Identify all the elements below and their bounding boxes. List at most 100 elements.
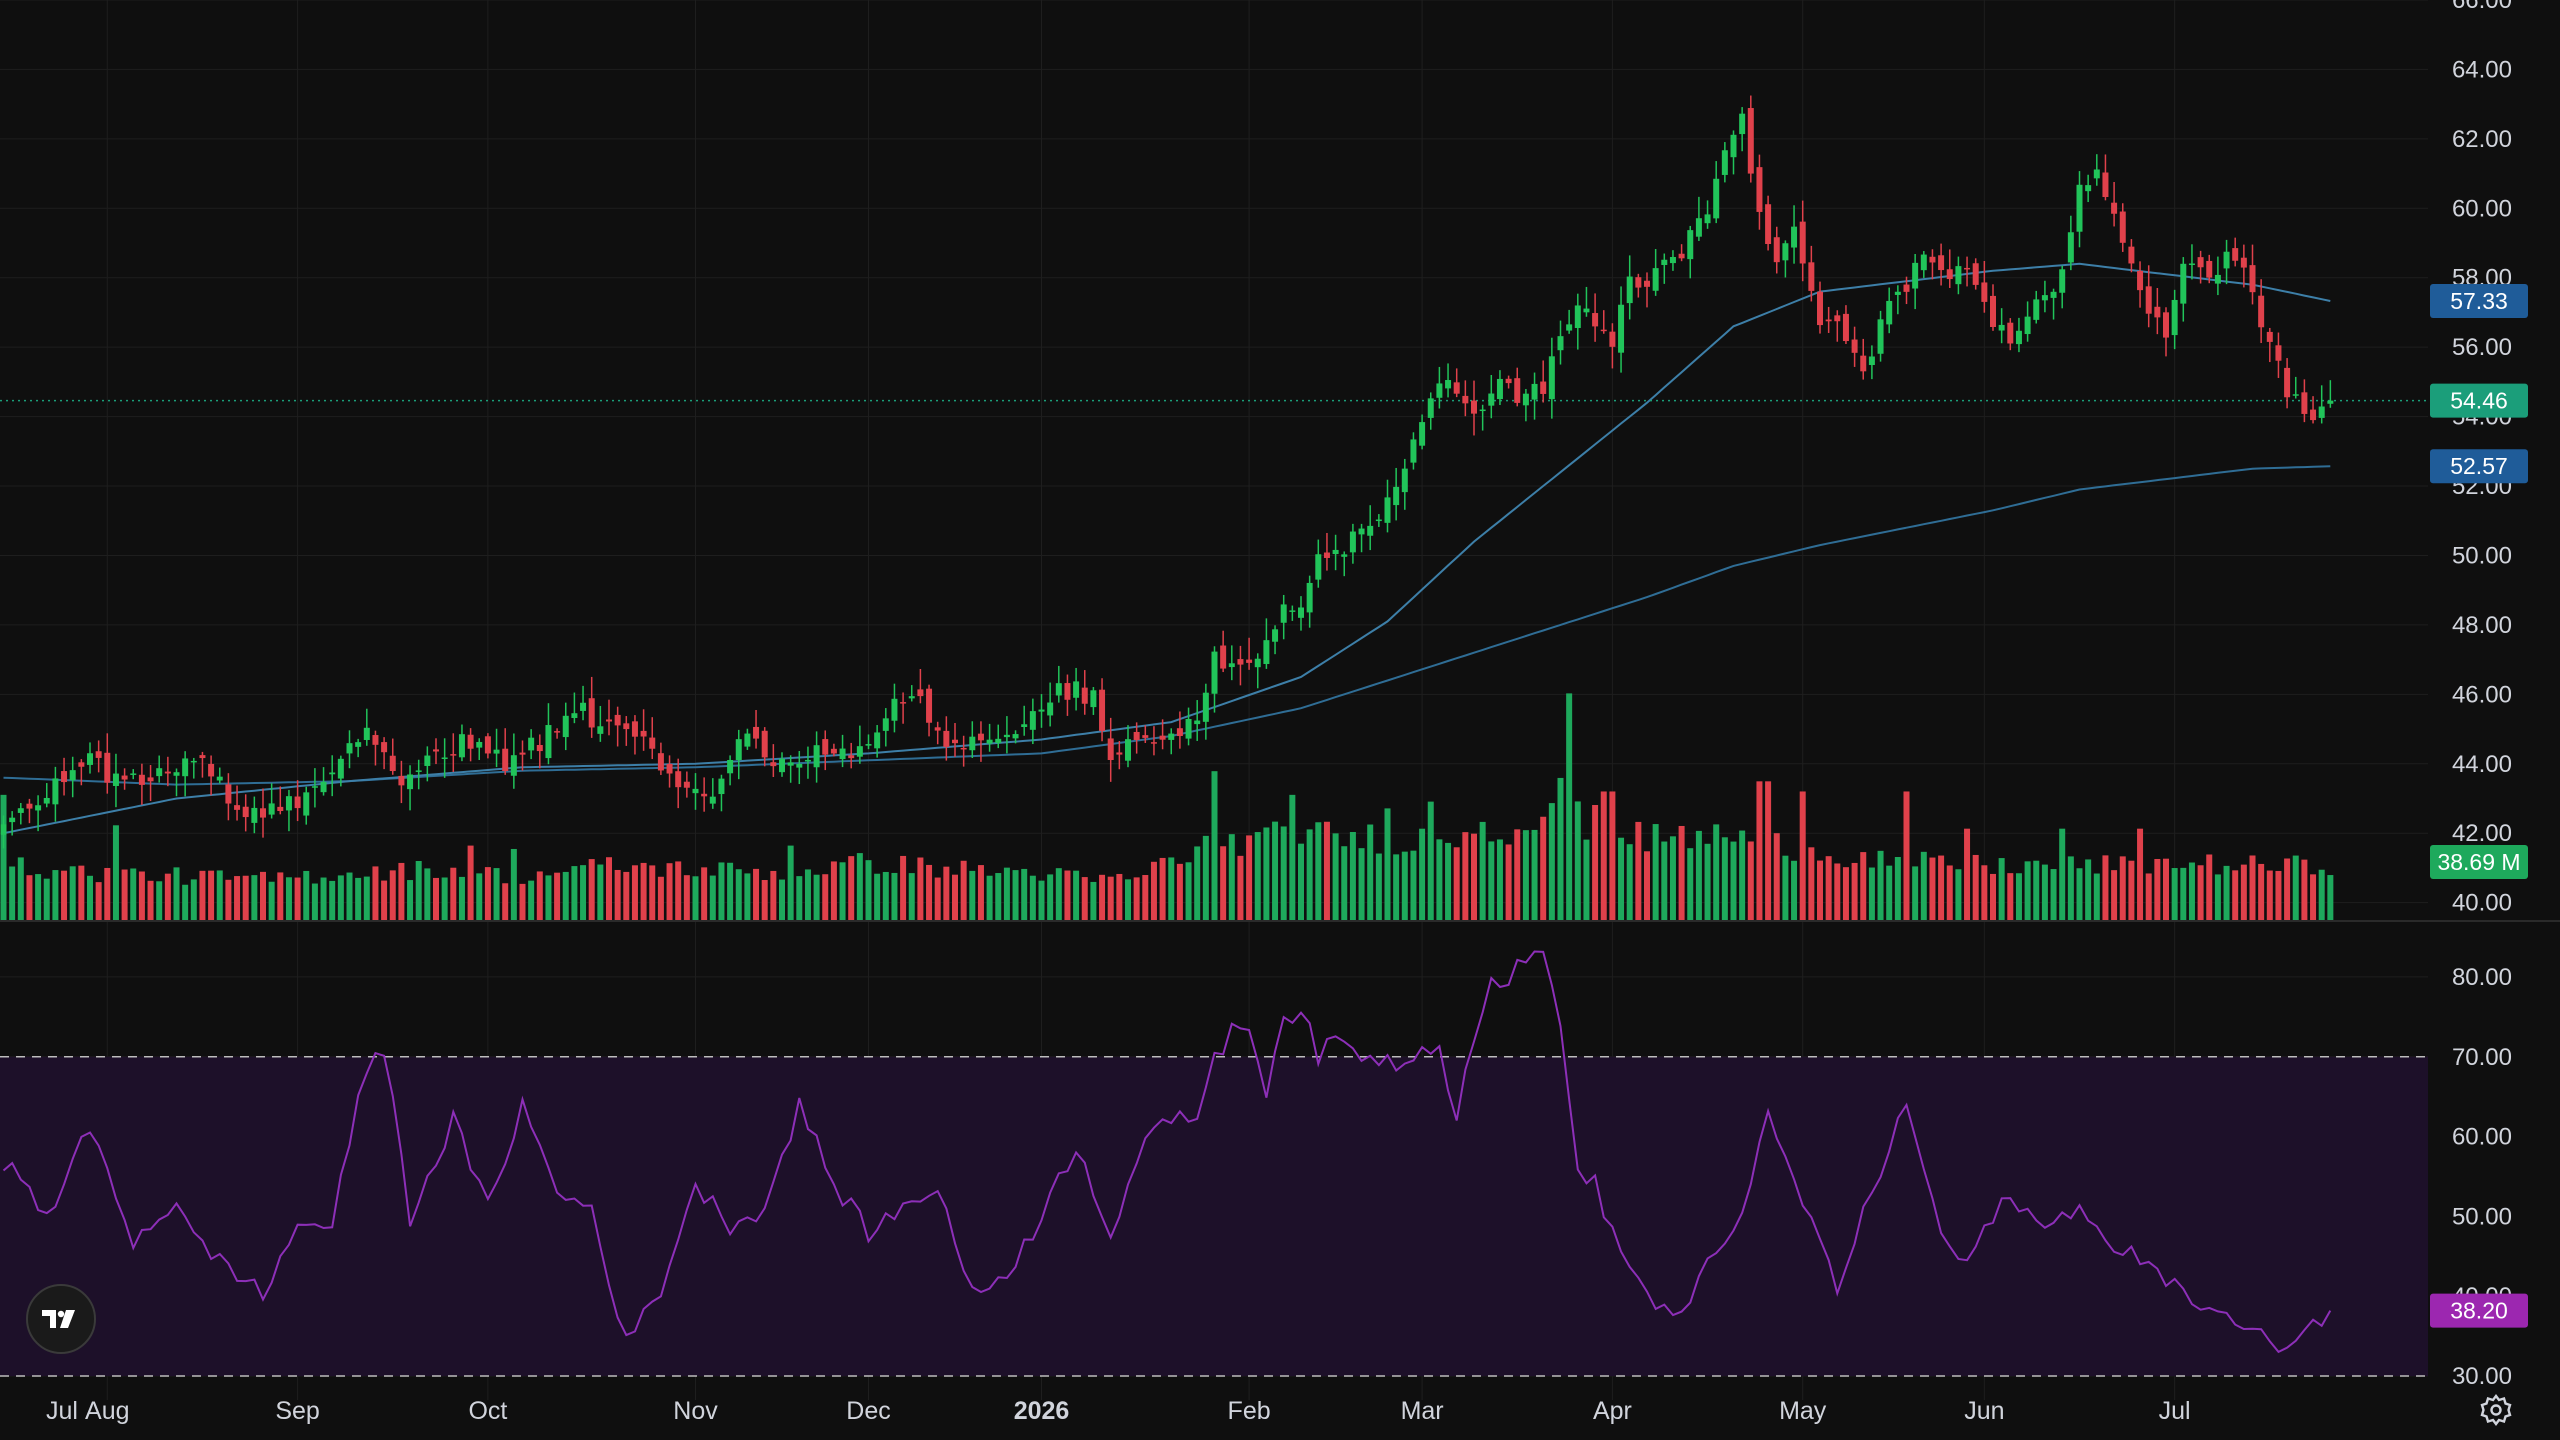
candle-body <box>1099 689 1106 731</box>
candle-body <box>1522 393 1529 406</box>
candle-body <box>2266 331 2273 342</box>
volume-bar <box>1868 867 1875 920</box>
volume-bar <box>701 867 708 920</box>
rsi-tick-label: 80.00 <box>2452 964 2512 991</box>
candle-body <box>1782 243 1789 261</box>
volume-bar <box>337 875 344 920</box>
volume-bar <box>1315 822 1322 920</box>
candle-body <box>1159 735 1166 740</box>
volume-bar <box>199 870 206 920</box>
candle-body <box>1842 313 1849 342</box>
candle-body <box>1289 610 1296 612</box>
candle-body <box>458 734 465 758</box>
candle-body <box>1548 356 1555 400</box>
candle-body <box>294 796 301 809</box>
candle-body <box>234 805 241 810</box>
time-tick-label: Nov <box>673 1397 718 1425</box>
candle-body <box>1981 282 1988 302</box>
candle-body <box>450 754 457 756</box>
candle-body <box>770 762 777 767</box>
gear-icon[interactable] <box>2478 1392 2514 1428</box>
volume-bar <box>900 855 907 920</box>
volume-bar <box>17 857 24 920</box>
candle-body <box>779 758 785 773</box>
candle-body <box>1254 658 1261 668</box>
volume-bar <box>2102 855 2109 920</box>
volume-bar <box>2266 870 2273 920</box>
candle-body <box>709 796 716 804</box>
volume-bar <box>709 875 716 920</box>
candle-body <box>2301 392 2308 414</box>
volume-bar <box>1886 865 1893 920</box>
volume-bar <box>320 877 327 920</box>
volume-bar <box>1349 832 1356 920</box>
volume-bar <box>433 877 439 920</box>
candle-body <box>2223 251 2230 269</box>
candle-body <box>1817 291 1823 326</box>
volume-bar <box>104 867 111 920</box>
tradingview-logo-icon[interactable] <box>26 1284 96 1354</box>
candle-body <box>1471 400 1477 414</box>
volume-bar <box>121 869 128 920</box>
candle-body <box>2327 400 2334 404</box>
candle-body <box>2275 345 2282 361</box>
candle-body <box>666 763 673 774</box>
volume-bar <box>415 860 422 920</box>
volume-bar <box>424 868 431 920</box>
volume-bar <box>1964 828 1971 920</box>
volume-bar <box>1713 824 1720 920</box>
volume-bar <box>977 865 984 920</box>
volume-bar <box>1202 835 1209 920</box>
candle-body <box>1393 486 1400 506</box>
volume-bar <box>78 865 85 920</box>
volume-bar <box>450 867 457 920</box>
candle-body <box>657 753 664 771</box>
volume-bar <box>1756 781 1763 920</box>
candle-body <box>173 772 180 776</box>
volume-bar <box>2327 875 2334 920</box>
candle-body <box>1540 381 1547 394</box>
price-tick-label: 46.00 <box>2452 681 2512 708</box>
volume-bar <box>1263 827 1270 920</box>
rsi-band <box>0 1056 2428 1377</box>
candle-body <box>199 755 206 759</box>
volume-bar <box>1531 829 1538 920</box>
candle-body <box>2240 257 2247 268</box>
volume-bar <box>1298 843 1304 920</box>
volume-bar <box>2076 868 2083 920</box>
volume-bar <box>2214 874 2221 920</box>
volume-bar <box>476 873 483 920</box>
volume-bar <box>649 865 656 920</box>
candle-body <box>2102 172 2109 198</box>
price-axis[interactable]: 40.0042.0044.0046.0048.0050.0052.0054.00… <box>2452 0 2512 917</box>
gear-icon-glyph <box>2480 1394 2512 1426</box>
volume-bar <box>398 862 405 920</box>
candle-body <box>2050 291 2057 298</box>
volume-bar <box>441 877 448 920</box>
candle-body <box>208 763 215 777</box>
volume-bar <box>1453 847 1460 920</box>
volume-bar <box>804 869 811 920</box>
volume-bar <box>2275 870 2282 920</box>
volume-bar <box>2258 863 2265 920</box>
volume-bar <box>2292 855 2299 920</box>
candle-body <box>35 805 42 811</box>
volume-bar <box>1419 828 1426 920</box>
volume-bar <box>1583 839 1590 920</box>
candle-body <box>1557 336 1564 351</box>
volume-bar <box>484 867 491 920</box>
volume-bar <box>1064 870 1071 920</box>
candle-body <box>2171 299 2178 336</box>
volume-bar <box>986 875 993 920</box>
volume-bar <box>1990 873 1996 920</box>
time-axis[interactable]: Jul Aug Sep Oct Nov Dec 2026 Feb Mar Apr May Jun Jul <box>46 1397 2191 1425</box>
candle-body <box>1825 319 1832 322</box>
volume-bar <box>1445 842 1452 920</box>
candle-body <box>1964 267 1971 270</box>
candle-body <box>1834 315 1841 322</box>
volume-bar <box>1436 839 1443 920</box>
candle-body <box>2232 248 2239 261</box>
volume-bar <box>1401 851 1408 920</box>
